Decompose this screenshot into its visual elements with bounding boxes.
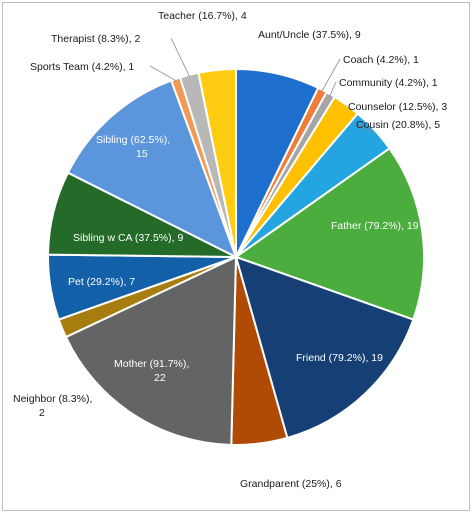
leader-lines bbox=[149, 37, 374, 132]
leader-sports-team bbox=[149, 65, 177, 82]
label-counselor: Counselor (12.5%), 3 bbox=[348, 101, 447, 113]
pie-slices bbox=[46, 67, 425, 446]
leader-cousin bbox=[352, 123, 374, 132]
label-mother: Mother (91.7%), 22 bbox=[114, 358, 189, 384]
slice-sibling bbox=[66, 79, 238, 260]
label-neighbor: Neighbor (8.3%), 2 bbox=[13, 393, 92, 419]
slice-mother bbox=[64, 255, 238, 446]
label-father: Father (79.2%), 19 bbox=[331, 220, 419, 232]
label-community: Community (4.2%), 1 bbox=[339, 77, 438, 89]
label-pet: Pet (29.2%), 7 bbox=[68, 276, 135, 288]
label-cousin: Cousin (20.8%), 5 bbox=[356, 119, 440, 131]
label-sibling: Sibling (62.5%), 15 bbox=[96, 134, 170, 160]
label-sibling-w-ca: Sibling w CA (37.5%), 9 bbox=[73, 232, 183, 244]
leader-coach bbox=[321, 58, 341, 92]
label-coach: Coach (4.2%), 1 bbox=[343, 54, 419, 66]
label-sports-team: Sports Team (4.2%), 1 bbox=[30, 61, 134, 73]
slice-friend bbox=[234, 255, 415, 440]
label-friend: Friend (79.2%), 19 bbox=[296, 352, 383, 364]
slice-teacher bbox=[197, 67, 237, 258]
label-therapist: Therapist (8.3%), 2 bbox=[51, 33, 140, 45]
label-aunt-uncle: Aunt/Uncle (37.5%), 9 bbox=[258, 29, 361, 41]
slice-labels: Aunt/Uncle (37.5%), 9 Coach (4.2%), 1 Comm… bbox=[13, 10, 447, 490]
label-grandparent: Grandparent (25%), 6 bbox=[240, 478, 342, 490]
leader-therapist bbox=[170, 37, 191, 77]
leader-community bbox=[329, 81, 337, 97]
slice-father bbox=[233, 147, 425, 321]
label-teacher: Teacher (16.7%), 4 bbox=[158, 10, 247, 22]
